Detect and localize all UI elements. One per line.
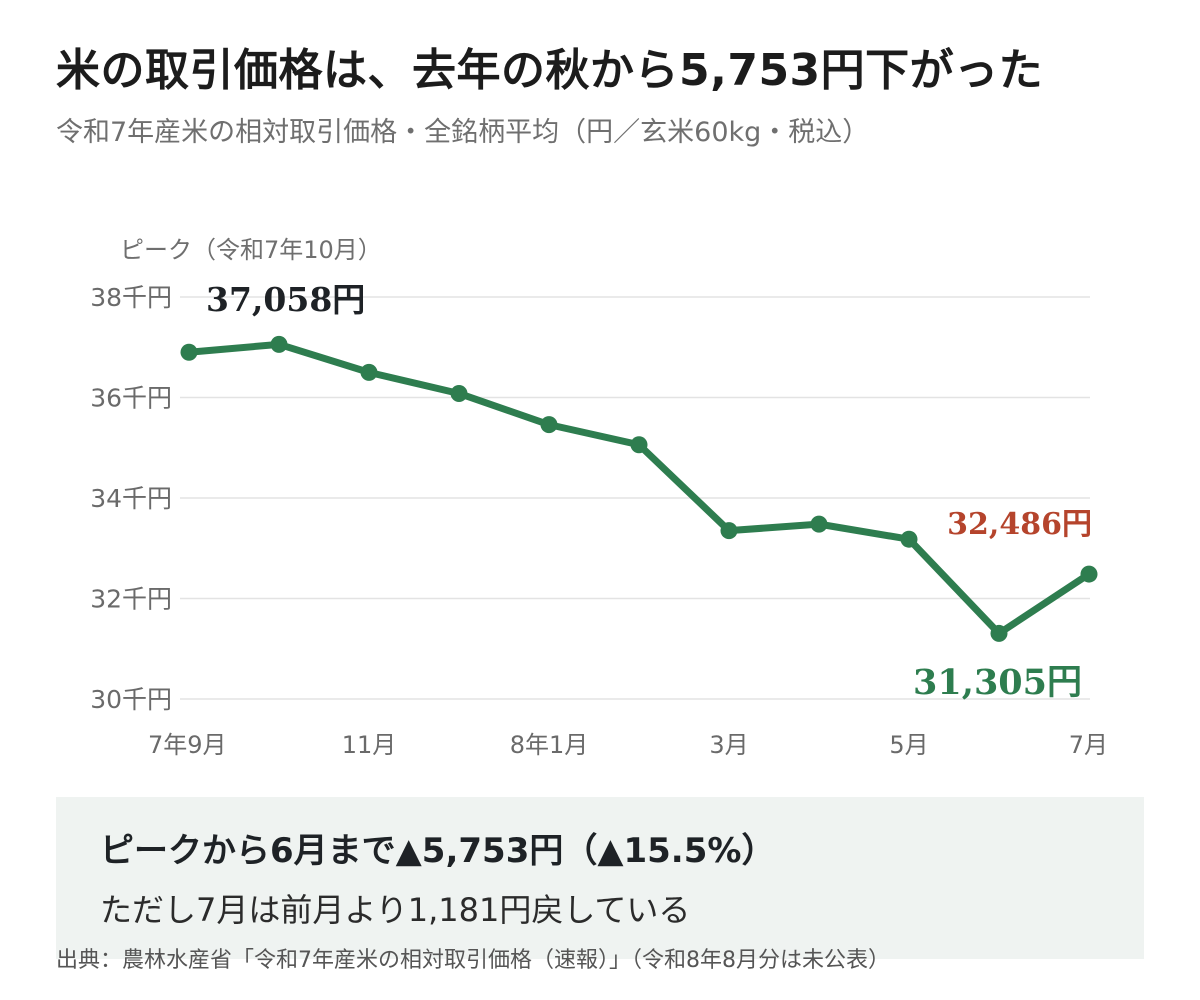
chart-subtitle: 令和7年産米の相対取引価格・全銘柄平均（円／玄米60kg・税込） [56,117,870,148]
peak-note-label: ピーク（令和7年10月） [120,236,382,264]
y-tick-label: 36千円 [90,384,172,413]
y-tick-label: 34千円 [90,484,172,513]
x-tick-label: 11月 [342,731,397,759]
x-tick-label: 7月 [1069,731,1108,759]
data-point [990,624,1008,642]
series-line [185,340,1093,637]
summary-note: ただし7月は前月より1,181円戻している [100,891,691,929]
latest-value-label: 32,486円 [947,507,1092,542]
chart-title: 米の取引価格は、去年の秋から5,753円下がった [56,45,1044,96]
x-tick-label: 7年9月 [148,731,227,759]
data-point [1080,565,1098,583]
source-note: 出典：農林水産省「令和7年産米の相対取引価格（速報）」（令和8年8月分は未公表） [56,948,890,973]
y-tick-label: 38千円 [90,283,172,312]
summary-headline: ピークから6月まで▲5,753円（▲15.5%） [100,831,776,871]
data-point [630,436,648,454]
data-point [810,515,828,533]
data-point [540,416,558,434]
data-point [270,335,288,353]
y-tick-label: 30千円 [90,685,172,714]
data-point [360,363,378,381]
low-value-label: 31,305円 [913,662,1082,703]
data-point [450,384,468,402]
peak-value-label: 37,058円 [206,280,365,319]
line-chart: 30千円 32千円 34千円 36千円 38千円 7年9月 11月 8年1月 3月 5月 7月 ピーク… [90,236,1108,759]
summary-box: ピークから6月まで▲5,753円（▲15.5%） ただし7月は前月より1,181… [56,797,1144,959]
data-point [720,522,738,540]
data-point [900,530,918,548]
x-tick-label: 5月 [889,731,928,759]
data-point [180,343,198,361]
x-tick-label: 3月 [709,731,748,759]
x-tick-label: 8年1月 [510,731,589,759]
y-tick-label: 32千円 [90,585,172,614]
